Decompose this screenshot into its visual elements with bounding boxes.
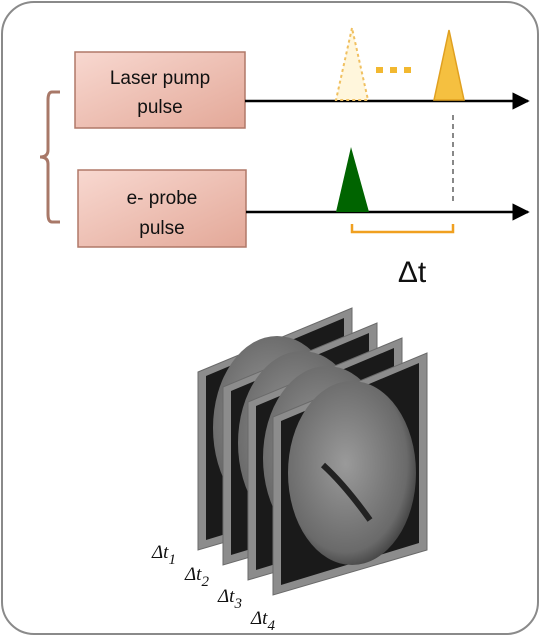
- diagram: Laser pump pulse e- probe pulse Δt Δt1Δt…: [0, 0, 541, 637]
- laser-label: pulse: [137, 97, 182, 118]
- frame-label-subscript: 2: [201, 574, 209, 590]
- ellipsis: [376, 67, 411, 73]
- frame-label-subscript: 1: [168, 552, 176, 568]
- frame-label-subscript: 3: [233, 596, 242, 612]
- frame-label-base: Δt: [217, 586, 235, 607]
- frame-label-subscript: 4: [267, 618, 275, 634]
- frame-label-base: Δt: [184, 564, 202, 585]
- sample-disc: [288, 381, 416, 565]
- frame-label-base: Δt: [151, 542, 169, 563]
- laser-label: Laser pump: [110, 68, 210, 89]
- probe-label: pulse: [139, 218, 184, 239]
- frame-label-base: Δt: [250, 608, 268, 629]
- probe-label: e- probe: [127, 188, 198, 209]
- delay-label: Δt: [398, 256, 427, 289]
